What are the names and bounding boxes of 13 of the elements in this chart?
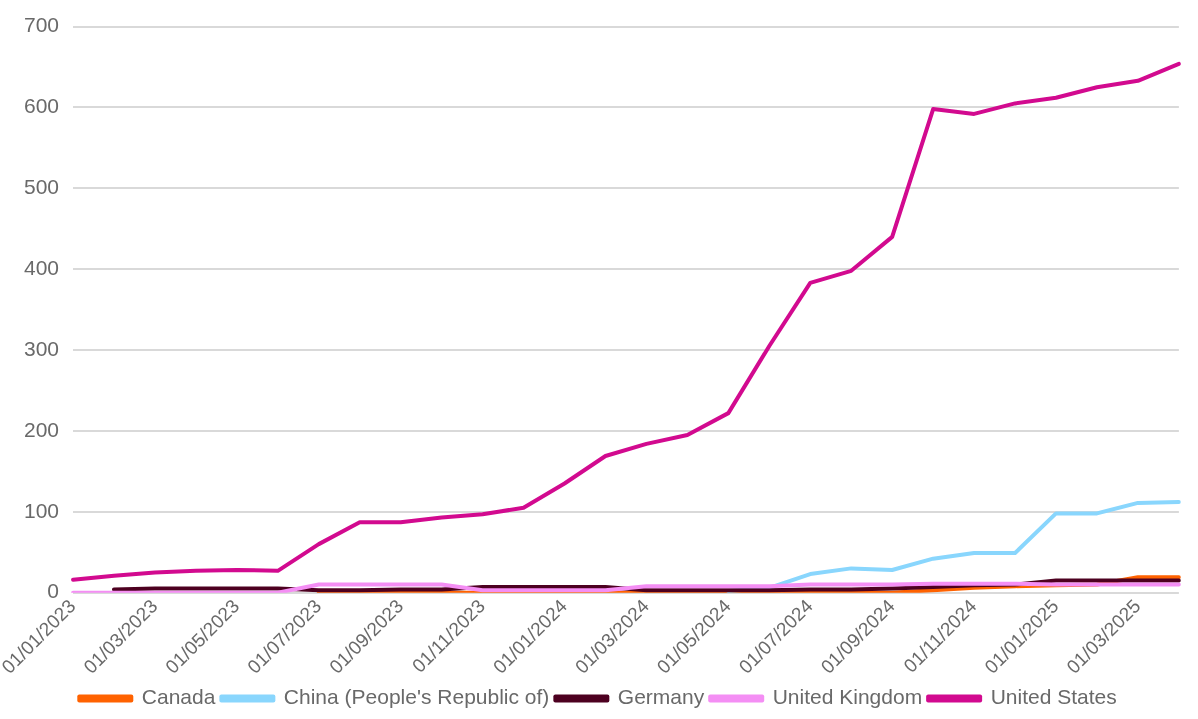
y-tick-label: 300: [23, 336, 60, 360]
y-tick-label: 500: [23, 175, 60, 199]
y-tick-label: 400: [23, 255, 60, 279]
y-tick-label: 200: [23, 417, 60, 441]
legend-label: United Kingdom: [772, 685, 923, 709]
y-tick-label: 0: [47, 579, 60, 603]
legend-label: Canada: [141, 685, 216, 709]
y-tick-label: 100: [23, 498, 60, 522]
y-tick-label: 600: [23, 94, 60, 118]
legend-label: China (People's Republic of): [283, 685, 550, 709]
legend-label: Germany: [617, 685, 705, 709]
legend-label: United States: [990, 685, 1117, 709]
y-tick-label: 700: [23, 13, 60, 37]
